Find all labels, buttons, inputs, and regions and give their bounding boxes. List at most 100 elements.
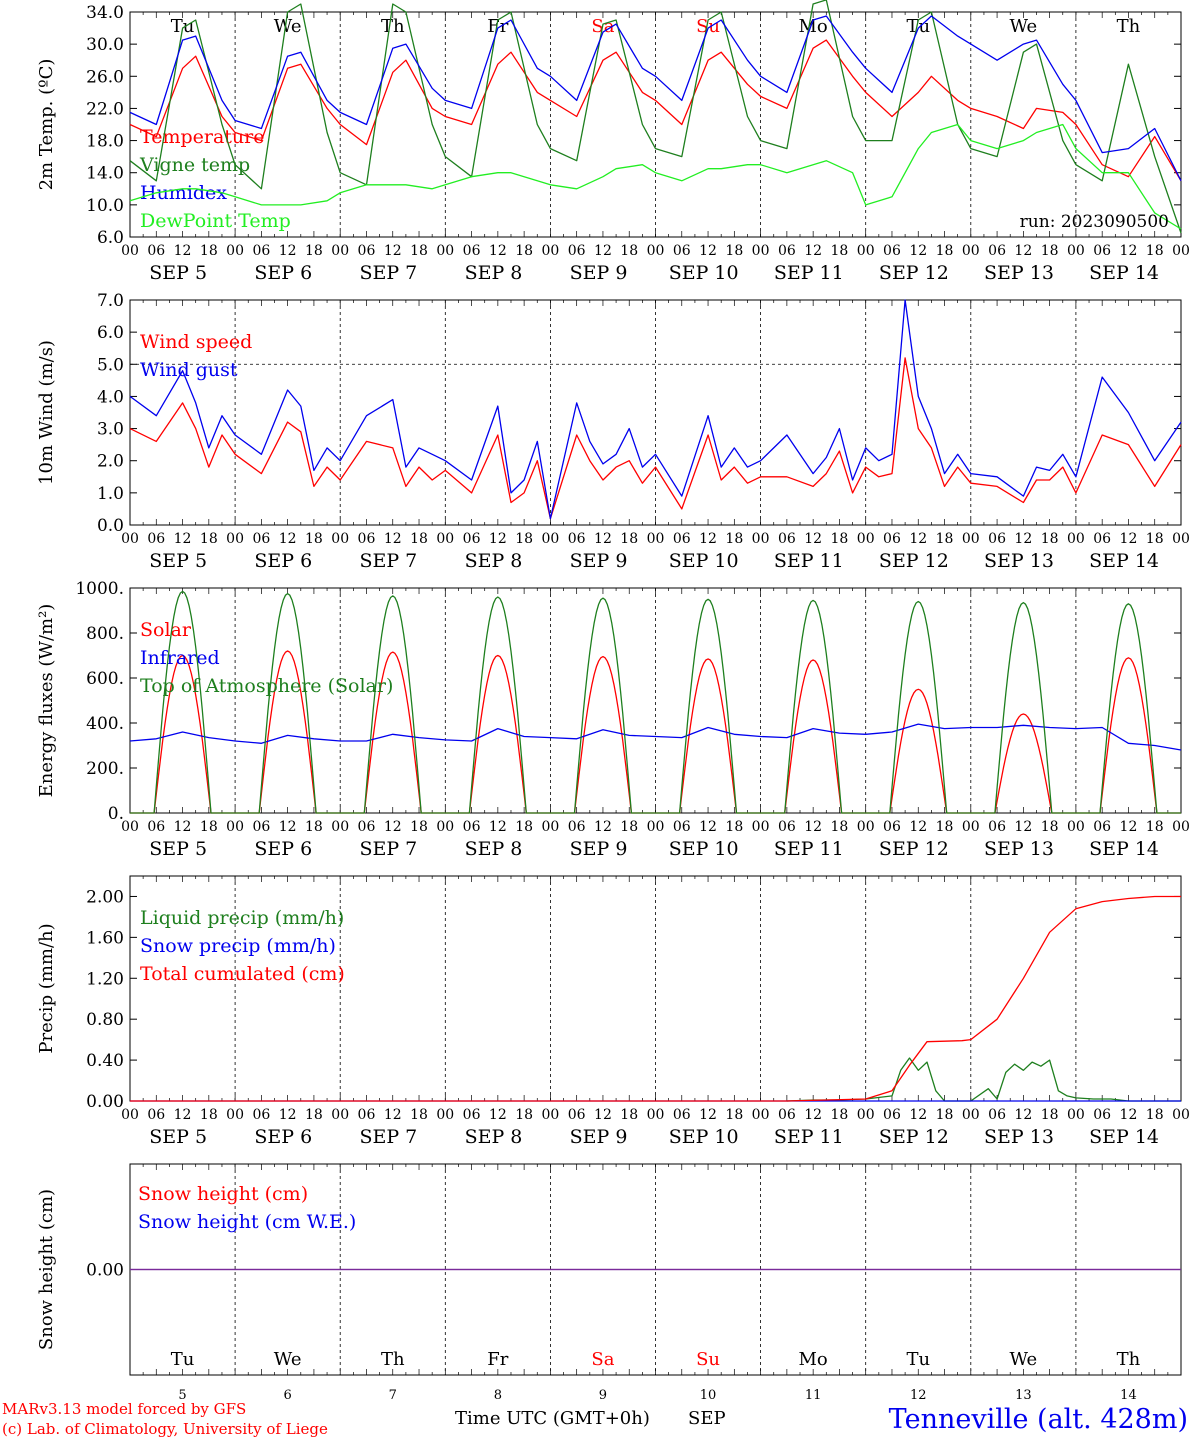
- y-tick-label: 5.0: [97, 355, 124, 375]
- hour-label: 12: [1120, 243, 1138, 259]
- date-label: SEP 12: [879, 1126, 949, 1148]
- hour-label: 12: [804, 1107, 822, 1123]
- hour-label: 12: [1120, 531, 1138, 547]
- hour-label: 06: [252, 819, 270, 835]
- hour-label: 00: [331, 1107, 349, 1123]
- legend-entry: Top of Atmosphere (Solar): [140, 675, 393, 697]
- day-number: 11: [805, 1388, 822, 1403]
- date-label: SEP 12: [879, 550, 949, 572]
- legend-entry: Temperature: [140, 126, 264, 148]
- day-number: 5: [178, 1388, 186, 1403]
- series-line-wind-speed: [129, 357, 1182, 520]
- hour-label: 00: [331, 531, 349, 547]
- day-label: We: [1010, 1349, 1038, 1370]
- plot-frame: [129, 11, 1182, 238]
- time-axis-label: Time UTC (GMT+0h): [455, 1408, 650, 1429]
- date-label: SEP 8: [465, 550, 523, 572]
- hour-label: 00: [436, 243, 454, 259]
- date-label: SEP 14: [1089, 1126, 1159, 1148]
- day-label: Fr: [487, 1349, 508, 1370]
- day-number: 10: [700, 1388, 717, 1403]
- date-label: SEP 10: [669, 838, 739, 860]
- hour-label: 12: [279, 819, 297, 835]
- hour-label: 18: [305, 531, 323, 547]
- series-line-infrared: [129, 723, 1182, 751]
- hour-label: 12: [699, 1107, 717, 1123]
- series-line-wind-gust: [129, 299, 1182, 520]
- day-label: Sa: [591, 1349, 614, 1370]
- hour-label: 12: [1120, 819, 1138, 835]
- date-label: SEP 14: [1089, 550, 1159, 572]
- hour-label: 06: [778, 1107, 796, 1123]
- date-label: SEP 7: [359, 550, 417, 572]
- hour-label: 06: [988, 1107, 1006, 1123]
- hour-label: 00: [121, 531, 139, 547]
- day-number: 7: [389, 1388, 397, 1403]
- day-label: Tu: [171, 1349, 195, 1370]
- hour-label: 18: [200, 819, 218, 835]
- hour-label: 12: [804, 531, 822, 547]
- hour-label: 00: [121, 243, 139, 259]
- day-label: Th: [381, 16, 405, 37]
- hour-label: 18: [620, 531, 638, 547]
- y-tick-label: 2.00: [86, 887, 124, 907]
- hour-label: 18: [936, 243, 954, 259]
- hour-label: 12: [699, 819, 717, 835]
- hour-label: 12: [909, 531, 927, 547]
- day-label: We: [1010, 16, 1038, 37]
- hour-label: 12: [174, 531, 192, 547]
- hour-label: 12: [279, 243, 297, 259]
- hour-label: 18: [200, 1107, 218, 1123]
- hour-label: 18: [831, 1107, 849, 1123]
- hour-label: 12: [174, 243, 192, 259]
- day-label: Tu: [906, 16, 930, 37]
- hour-label: 12: [1014, 819, 1032, 835]
- hour-label: 00: [226, 819, 244, 835]
- hour-label: 12: [279, 531, 297, 547]
- hour-label: 18: [936, 1107, 954, 1123]
- hour-label: 12: [594, 243, 612, 259]
- date-label: SEP 9: [570, 838, 628, 860]
- y-tick-label: 3.0: [97, 420, 124, 440]
- date-label: SEP 8: [465, 1126, 523, 1148]
- hour-label: 12: [909, 819, 927, 835]
- hour-label: 00: [1172, 531, 1190, 547]
- hour-label: 12: [1120, 1107, 1138, 1123]
- hour-label: 00: [647, 243, 665, 259]
- series-line-total-cumulated-cm-: [130, 895, 1181, 1102]
- hour-label: 00: [962, 1107, 980, 1123]
- hour-label: 18: [620, 819, 638, 835]
- hour-label: 06: [988, 243, 1006, 259]
- day-label: Su: [696, 16, 720, 37]
- date-label: SEP 7: [359, 1126, 417, 1148]
- plot-frame: [129, 299, 1182, 526]
- plot-frame: [129, 587, 1182, 814]
- date-label: SEP 5: [149, 550, 207, 572]
- day-label: Su: [696, 1349, 720, 1370]
- y-tick-label: 14.0: [86, 164, 124, 184]
- hour-label: 06: [883, 243, 901, 259]
- day-number: 13: [1015, 1388, 1032, 1403]
- station-name: Tenneville (alt. 428m): [889, 1404, 1188, 1435]
- hour-label: 18: [725, 243, 743, 259]
- date-label: SEP 5: [149, 838, 207, 860]
- hour-label: 00: [226, 243, 244, 259]
- hour-label: 18: [305, 819, 323, 835]
- hour-label: 18: [515, 1107, 533, 1123]
- day-label: We: [274, 16, 302, 37]
- legend-entry: Solar: [140, 619, 192, 641]
- hour-label: 12: [384, 819, 402, 835]
- y-axis-label: Snow height (cm): [36, 1189, 57, 1350]
- y-tick-label: 2.0: [97, 452, 124, 472]
- footer: MARv3.13 model forced by GFS (c) Lab. of…: [2, 1400, 1188, 1438]
- hour-label: 00: [752, 531, 770, 547]
- date-label: SEP 9: [570, 1126, 628, 1148]
- y-tick-label: 4.0: [97, 387, 124, 407]
- hour-label: 12: [909, 243, 927, 259]
- hour-label: 06: [147, 1107, 165, 1123]
- hour-label: 06: [988, 819, 1006, 835]
- hour-label: 00: [226, 531, 244, 547]
- y-axis-label: 10m Wind (m/s): [36, 340, 57, 485]
- hour-label: 18: [305, 1107, 323, 1123]
- hour-label: 18: [410, 243, 428, 259]
